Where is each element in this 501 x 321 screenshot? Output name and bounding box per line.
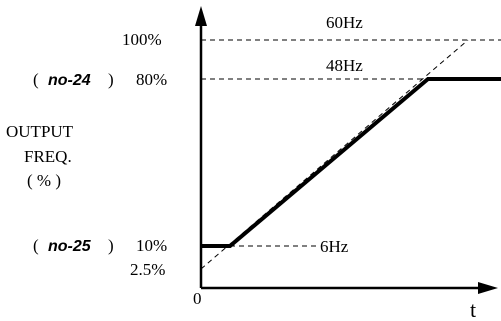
- y-title-line3: ( % ): [27, 171, 61, 190]
- y-tick-80: 80%: [136, 70, 167, 89]
- y-tick-2-5: 2.5%: [130, 260, 165, 279]
- limited-output-curve: [201, 77, 501, 248]
- max-freq-annotation: 60Hz: [326, 13, 363, 32]
- x-axis-arrow: [478, 282, 498, 294]
- origin-label: 0: [193, 289, 202, 308]
- y-title-line1: OUTPUT: [6, 122, 74, 141]
- param-upper-open: (: [33, 70, 39, 89]
- y-tick-100: 100%: [122, 30, 162, 49]
- upper-freq-annotation: 48Hz: [326, 56, 363, 75]
- param-lower-name: no-25: [48, 238, 92, 255]
- lower-freq-annotation: 6Hz: [320, 237, 349, 256]
- y-tick-10: 10%: [136, 236, 167, 255]
- x-axis-label: t: [470, 297, 476, 321]
- y-title-line2: FREQ.: [24, 147, 72, 166]
- param-lower-close: ): [108, 236, 114, 255]
- param-upper-name: no-24: [48, 72, 91, 89]
- y-axis-arrow: [195, 6, 207, 26]
- param-upper-close: ): [108, 70, 114, 89]
- param-lower-open: (: [33, 236, 39, 255]
